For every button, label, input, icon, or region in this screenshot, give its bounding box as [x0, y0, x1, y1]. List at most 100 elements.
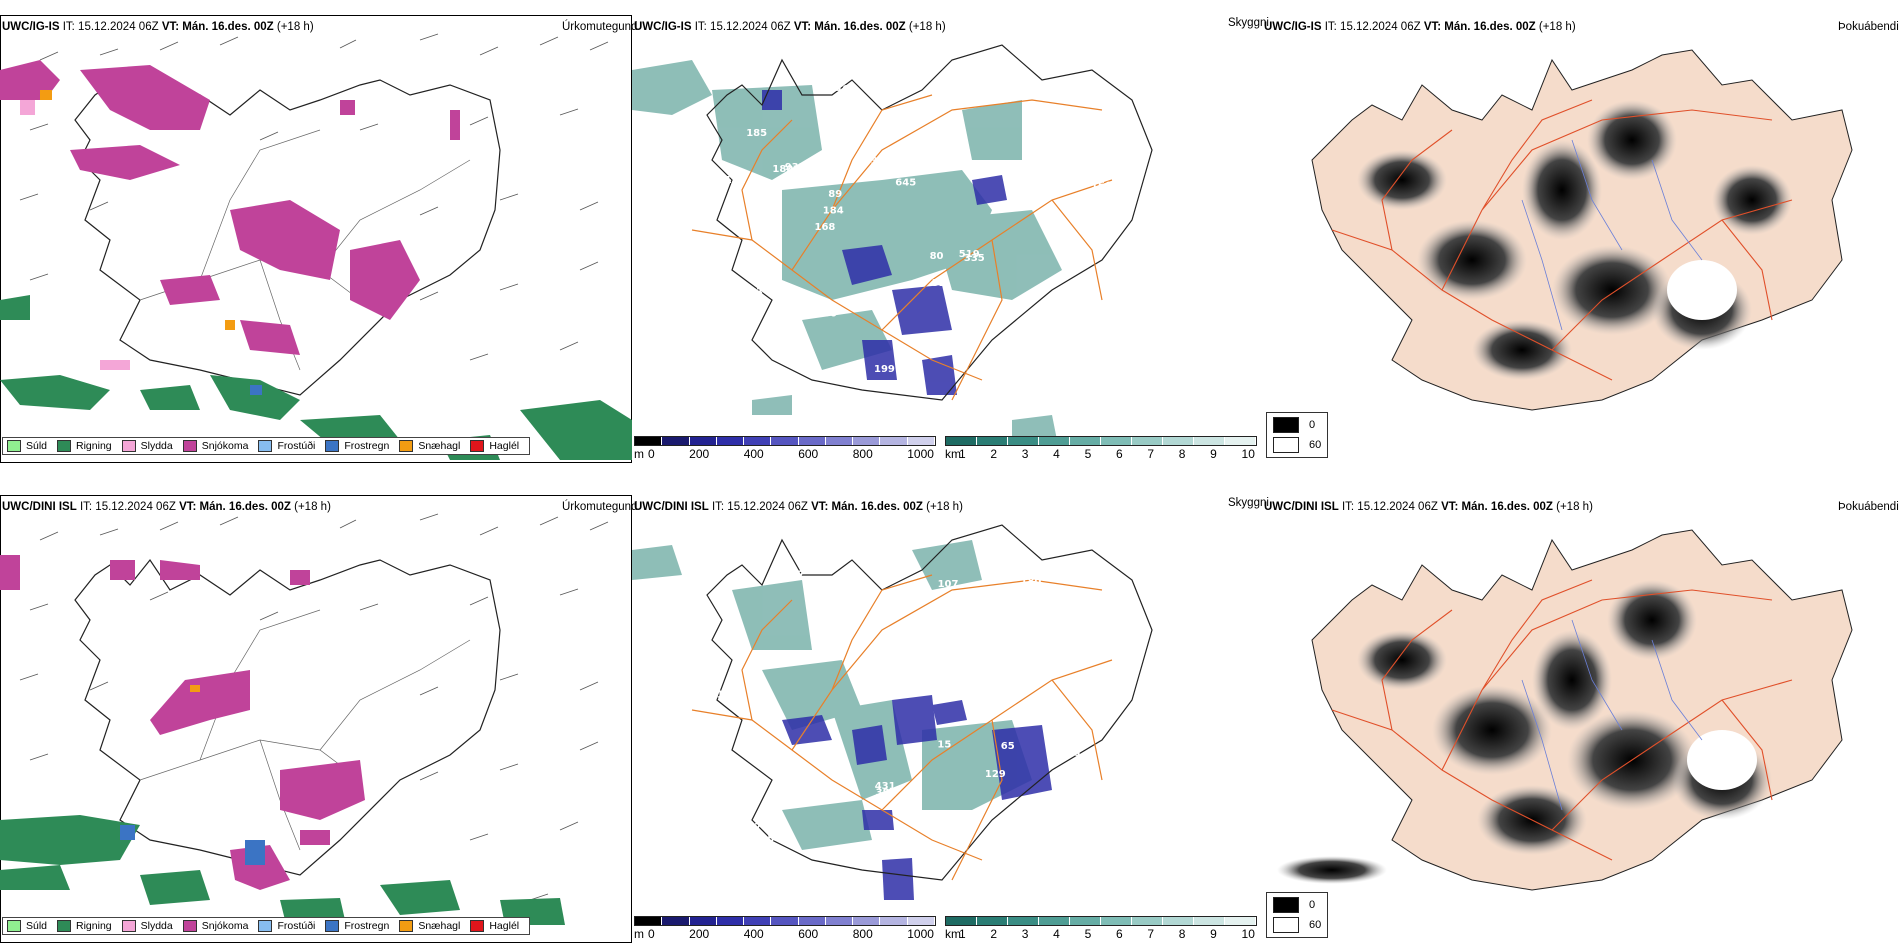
colorbar-segment — [977, 917, 1008, 925]
wind-barbs — [19, 513, 609, 901]
legend-label: Súld — [26, 440, 48, 452]
legend-label: Frostregn — [344, 920, 390, 932]
legend-swatch — [121, 920, 136, 932]
cloud-label: 65 — [1001, 741, 1015, 752]
snaehagl-areas — [190, 685, 200, 692]
colorbar-segment — [662, 437, 690, 445]
colorbar-tick-label: 1000 — [907, 447, 934, 461]
colorbar-segment — [689, 437, 717, 445]
it-label: IT: — [711, 501, 725, 513]
legend-label: Rigning — [76, 920, 112, 932]
fog-legend-label: 0 — [1309, 419, 1316, 431]
legend-item-rigning: Rigning — [57, 440, 112, 452]
cloud-label: 77 — [791, 570, 805, 581]
colorbar-segment — [798, 917, 826, 925]
it-value: 15.12.2024 06Z — [710, 21, 791, 33]
colorbar-tick-label: 10 — [1241, 927, 1255, 941]
colorbar-segment — [853, 437, 881, 445]
model-name: UWC/IG-IS — [634, 21, 692, 33]
colorbar-segment — [1163, 437, 1194, 445]
legend-label: Súld — [26, 920, 48, 932]
it-label: IT: — [79, 501, 93, 513]
fog-legend-label: 60 — [1309, 919, 1322, 931]
colorbar-segment — [1039, 437, 1070, 445]
precip-title-1: Úrkomutegund — [562, 21, 638, 33]
iceland-outline — [74, 558, 501, 876]
colorbar-ticks: 0 200 400 600 800 1000 — [648, 927, 934, 941]
colorbar-tick-label: 3 — [1021, 927, 1029, 941]
cloud-label: 107 — [938, 579, 959, 590]
colorbar-ticks: 0 200 400 600 800 1000 — [648, 447, 934, 461]
colorbar-segment — [1225, 437, 1256, 445]
cloud-label: 960 — [705, 353, 726, 364]
colorbar-tick-label: 600 — [798, 447, 819, 461]
colorbar-segment — [744, 437, 772, 445]
cloud-label: 932 — [785, 162, 806, 173]
colorbar-tick-label: 0 — [648, 447, 655, 461]
colorbar-segment — [1194, 917, 1225, 925]
vt-label: VT: — [793, 21, 812, 33]
roads — [1331, 99, 1793, 381]
cloud-label: 36 — [871, 156, 885, 167]
legend-label: Snæhagl — [418, 440, 461, 452]
legend-label: Frostúði — [277, 440, 316, 452]
it-value: 15.12.2024 06Z — [1340, 21, 1421, 33]
fog-legend-item: 60 — [1273, 917, 1321, 933]
colorbar-tick-label: 7 — [1147, 927, 1155, 941]
fog-legend-1: 0 60 — [1266, 412, 1329, 458]
cloud-label: 120 — [1008, 348, 1029, 359]
it-value: 15.12.2024 06Z — [95, 501, 176, 513]
legend-swatch — [258, 920, 273, 932]
vt-value: Mán. 16.des. 00Z — [1444, 21, 1536, 33]
roads — [691, 574, 1113, 881]
precip-map-frame-2 — [0, 495, 632, 943]
cloud-label: 381 — [876, 787, 897, 798]
vt-value: Mán. 16.des. 00Z — [182, 21, 274, 33]
legend-swatch — [399, 920, 414, 932]
cloud-label: 172 — [1060, 567, 1081, 578]
cloud-label: 82 — [957, 612, 971, 623]
cloud-label: 180 — [1021, 576, 1042, 587]
legend-item-haglél: Haglél — [470, 920, 519, 932]
colorbar-unit: km — [945, 447, 961, 461]
iceland-outline — [706, 524, 1153, 881]
legend-swatch — [399, 440, 414, 452]
cloud-label: 173 — [690, 124, 711, 135]
legend-swatch — [325, 920, 340, 932]
legend-label: Haglél — [489, 920, 520, 932]
roads — [139, 609, 471, 851]
snow-areas — [0, 60, 460, 355]
colorbar-segment — [744, 917, 772, 925]
colorbar-tick-label: 8 — [1178, 927, 1186, 941]
precip-header-1: UWC/IG-IS IT: 15.12.2024 06Z VT: Mán. 16… — [2, 21, 314, 33]
vt-label: VT: — [179, 501, 197, 513]
cloud-label: 12 — [963, 664, 977, 675]
it-label: IT: — [1324, 21, 1337, 33]
colorbar-unit: m — [634, 447, 644, 461]
cloud-label: 57 — [724, 581, 738, 592]
colorbar-tick-label: 200 — [689, 447, 710, 461]
legend-swatch — [325, 440, 340, 452]
colorbar-segment — [716, 917, 745, 925]
model-name: UWC/IG-IS — [1264, 21, 1322, 33]
legend-swatch — [470, 920, 485, 932]
fog-map-2 — [1277, 529, 1853, 891]
colorbar-segment — [1008, 917, 1039, 925]
colorbar-ticks: 1 2 3 4 5 6 7 8 9 10 — [959, 927, 1255, 941]
cloud-label: 233 — [1051, 114, 1072, 125]
colorbar-tick-label: 10 — [1241, 447, 1255, 461]
cloud-label: 1133 — [1038, 315, 1066, 326]
cloud-map-2: 106 388 381 505 431 301 77 82 165 111 15 180 79 12 541… — [632, 524, 1153, 900]
cloud-label: 32 — [932, 278, 946, 289]
colorbar-segment — [716, 437, 745, 445]
colorbar-segment — [880, 437, 908, 445]
legend-label: Frostúði — [277, 920, 316, 932]
fog-title-1: Þokuábendi — [1838, 21, 1899, 33]
legend-swatch — [182, 920, 197, 932]
colorbar-tick-label: 400 — [743, 447, 764, 461]
cloud-map-1: 849 149 233 168 59 960 428 36 95 932 970 877 284 645 3… — [632, 44, 1153, 440]
cloud-label: 59 — [926, 141, 940, 152]
colorbar-tick-label: 8 — [1178, 447, 1186, 461]
legend-item-frostúði: Frostúði — [258, 440, 315, 452]
colorbar-segment — [880, 917, 908, 925]
